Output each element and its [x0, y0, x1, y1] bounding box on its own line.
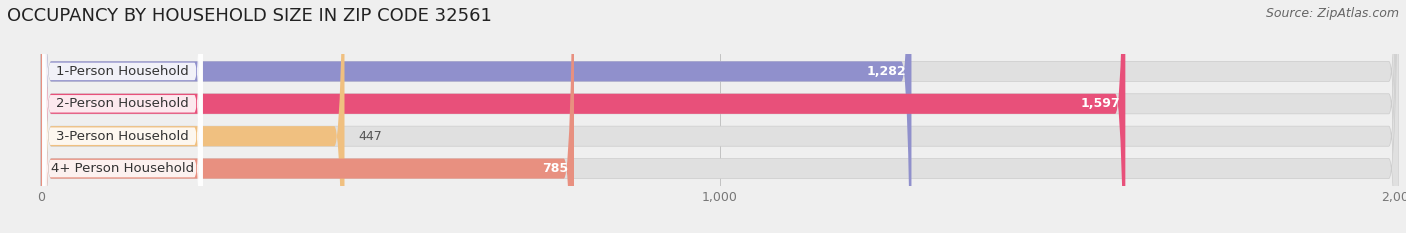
FancyBboxPatch shape: [41, 0, 911, 233]
Text: 1,282: 1,282: [866, 65, 905, 78]
Text: 1,597: 1,597: [1080, 97, 1121, 110]
Text: 1-Person Household: 1-Person Household: [56, 65, 188, 78]
Text: 785: 785: [543, 162, 568, 175]
FancyBboxPatch shape: [42, 0, 202, 233]
Text: 447: 447: [359, 130, 382, 143]
FancyBboxPatch shape: [41, 0, 1399, 233]
Text: Source: ZipAtlas.com: Source: ZipAtlas.com: [1265, 7, 1399, 20]
Text: 4+ Person Household: 4+ Person Household: [51, 162, 194, 175]
FancyBboxPatch shape: [41, 0, 1125, 233]
FancyBboxPatch shape: [41, 0, 574, 233]
FancyBboxPatch shape: [42, 0, 202, 233]
Text: 3-Person Household: 3-Person Household: [56, 130, 188, 143]
FancyBboxPatch shape: [42, 0, 202, 233]
FancyBboxPatch shape: [41, 0, 1399, 233]
FancyBboxPatch shape: [41, 0, 1399, 233]
Text: OCCUPANCY BY HOUSEHOLD SIZE IN ZIP CODE 32561: OCCUPANCY BY HOUSEHOLD SIZE IN ZIP CODE …: [7, 7, 492, 25]
FancyBboxPatch shape: [41, 0, 344, 233]
Text: 2-Person Household: 2-Person Household: [56, 97, 188, 110]
FancyBboxPatch shape: [42, 0, 202, 233]
FancyBboxPatch shape: [41, 0, 1399, 233]
